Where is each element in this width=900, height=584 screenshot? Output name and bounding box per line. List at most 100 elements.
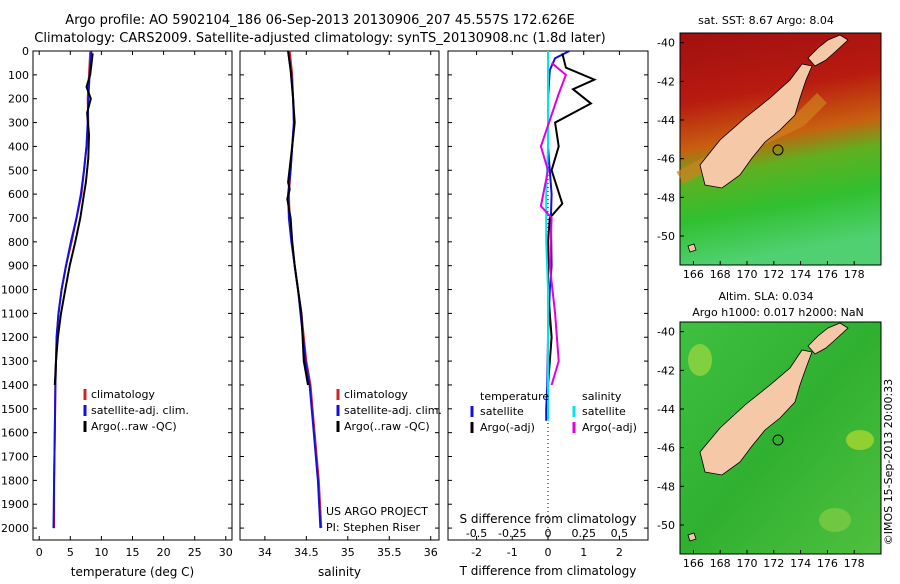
temperature-panel: 0100200300400500600700800900100011001200…: [1, 45, 233, 579]
legend-title-salinity: salinity: [582, 390, 622, 403]
x-tick-label: 25: [188, 546, 202, 559]
map-y-tick-label: -40: [657, 37, 675, 50]
y-tick-label: 1800: [1, 474, 29, 487]
sst-map-argo-marker: [772, 144, 784, 156]
title-line2: Climatology: CARS2009. Satellite-adjuste…: [34, 31, 606, 46]
legend-label: satellite-adj. clim.: [91, 404, 189, 417]
plot-frame: [239, 50, 440, 541]
y-tick-label: 1100: [1, 307, 29, 320]
sla-map-axes: -40 -42 -44 -46 -48 -50 166 168 170 172 174 176 178: [657, 326, 865, 570]
title-line1: Argo profile: AO 5902104_186 06-Sep-2013…: [65, 13, 574, 28]
map-y-tick-label: -42: [657, 75, 675, 88]
y-tick-label: 400: [8, 140, 29, 153]
y-tick-label: 1400: [1, 379, 29, 392]
x-tick-label: 0: [545, 546, 552, 559]
y-tick-label: 900: [8, 260, 29, 273]
x-axis-label: temperature (deg C): [71, 565, 194, 579]
y-tick-label: 1700: [1, 451, 29, 464]
legend-label: Argo(-adj): [480, 421, 535, 434]
map-y-tick-label: -40: [657, 326, 675, 339]
sst-map-background: [679, 32, 882, 266]
legend-label: Argo(-adj): [582, 421, 637, 434]
legend-label: satellite: [480, 405, 524, 418]
x-tick-label: 2: [616, 546, 623, 559]
sla-map-north-island: [807, 322, 849, 355]
s-difference-tick-label: 0.5: [611, 527, 629, 540]
plot-frame: [32, 50, 233, 541]
annotation: US ARGO PROJECT: [326, 505, 428, 518]
series-line: [286, 50, 309, 386]
sla-map-south-island: [699, 349, 813, 476]
y-tick-label: 500: [8, 164, 29, 177]
map-x-tick-label: 168: [710, 268, 731, 281]
map-y-tick-label: -46: [657, 442, 675, 455]
legend-title-temperature: temperature: [480, 390, 549, 403]
map-y-tick-label: -44: [657, 114, 675, 127]
map-x-tick-label: 174: [790, 268, 811, 281]
x-tick-label: 5: [67, 546, 74, 559]
y-tick-label: 1600: [1, 427, 29, 440]
legend-label: climatology: [344, 388, 408, 401]
difference-panel: -2 -1 0 1 2 T difference from climatology S di…: [447, 50, 649, 578]
x-axis-label: T difference from climatology: [459, 564, 637, 578]
map-x-tick-label: 172: [763, 557, 784, 570]
x-tick-label: -1: [507, 546, 518, 559]
map-x-tick-label: 172: [763, 268, 784, 281]
map-x-tick-label: 178: [844, 268, 865, 281]
s-difference-tick-label: -0.5: [466, 527, 487, 540]
x-tick-label: -2: [471, 546, 482, 559]
x-tick-label: 36: [424, 546, 438, 559]
s-difference-tick-label: 0: [545, 527, 552, 540]
legend-label: Argo(..raw -QC): [91, 420, 177, 433]
map-y-tick-label: -44: [657, 403, 675, 416]
map-y-tick-label: -42: [657, 364, 675, 377]
map-x-tick-label: 170: [737, 557, 758, 570]
sla-map-title1: Altim. SLA: 0.034: [718, 290, 813, 303]
map-x-tick-label: 174: [790, 557, 811, 570]
y-tick-label: 200: [8, 93, 29, 106]
map-y-tick-label: -50: [657, 230, 675, 243]
salinity-panel: 34 34.5 35 35.5 36 salinity climatology satelli…: [239, 50, 442, 579]
y-tick-label: 1300: [1, 355, 29, 368]
sst-map-stewart-island: [687, 243, 697, 253]
map-x-tick-label: 178: [844, 557, 865, 570]
x-tick-label: 30: [219, 546, 233, 559]
map-x-tick-label: 168: [710, 557, 731, 570]
sla-map-blob-2: [688, 344, 712, 376]
legend-label: satellite: [582, 405, 626, 418]
y-tick-label: 300: [8, 117, 29, 130]
map-y-tick-label: -50: [657, 519, 675, 532]
x-tick-label: 20: [157, 546, 171, 559]
x-tick-label: 1: [580, 546, 587, 559]
y-tick-label: 1000: [1, 284, 29, 297]
legend-label: climatology: [91, 388, 155, 401]
sla-map-stewart-island: [687, 532, 697, 542]
y-tick-label: 0: [22, 45, 29, 58]
map-x-tick-label: 176: [817, 557, 838, 570]
map-x-tick-label: 176: [817, 268, 838, 281]
x-tick-label: 0: [36, 546, 43, 559]
sst-map-title: sat. SST: 8.67 Argo: 8.04: [698, 14, 834, 27]
sla-map-title2: Argo h1000: 0.017 h2000: NaN: [692, 306, 864, 319]
s-difference-label: S difference from climatology: [460, 512, 637, 526]
sst-map-south-island: [699, 63, 813, 189]
x-tick-label: 35: [341, 546, 355, 559]
legend-label: Argo(..raw -QC): [344, 420, 430, 433]
y-tick-label: 100: [8, 69, 29, 82]
series-line: [545, 51, 549, 421]
y-tick-label: 700: [8, 212, 29, 225]
y-tick-label: 1900: [1, 498, 29, 511]
sla-map-argo-marker: [772, 434, 784, 446]
series-line: [53, 53, 94, 386]
sst-map-axes: -40 -42 -44 -46 -48 -50 166 168 170 172 174 176 178: [657, 37, 865, 281]
x-tick-label: 34.5: [294, 546, 319, 559]
y-tick-label: 1500: [1, 403, 29, 416]
series-line: [539, 62, 568, 386]
x-tick-label: 35.5: [377, 546, 402, 559]
y-tick-label: 600: [8, 188, 29, 201]
x-tick-label: 10: [94, 546, 108, 559]
legend-label: satellite-adj. clim.: [344, 404, 442, 417]
s-difference-tick-label: -0.25: [498, 527, 526, 540]
sla-map: Altim. SLA: 0.034 Argo h1000: 0.017 h200…: [657, 290, 882, 570]
